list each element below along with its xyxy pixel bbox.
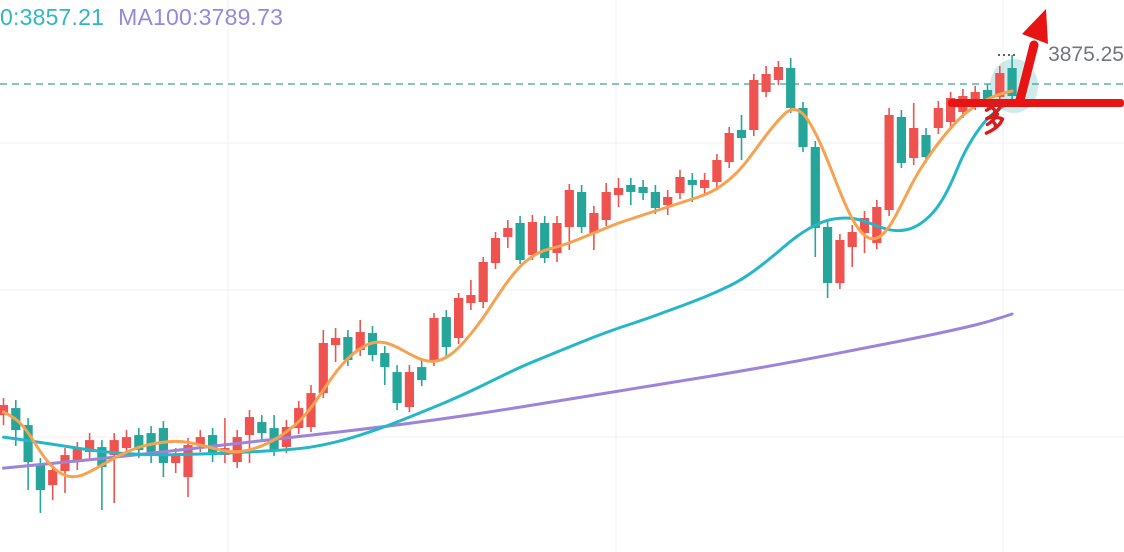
- ma-fast-label: 0:3857.21: [0, 4, 105, 30]
- series-ma-fast: [2, 89, 1014, 479]
- hand-drawn-trendline[interactable]: [948, 99, 1124, 107]
- series-ma100: [2, 312, 1014, 470]
- ma100-label: MA100:3789.73: [118, 4, 284, 30]
- hand-written-long-character[interactable]: [983, 98, 1005, 135]
- hand-drawn-up-arrow[interactable]: [1015, 9, 1048, 105]
- indicator-legend: 0:3857.21 MA100:3789.73: [0, 4, 283, 31]
- series-ma-slow: [2, 100, 1014, 457]
